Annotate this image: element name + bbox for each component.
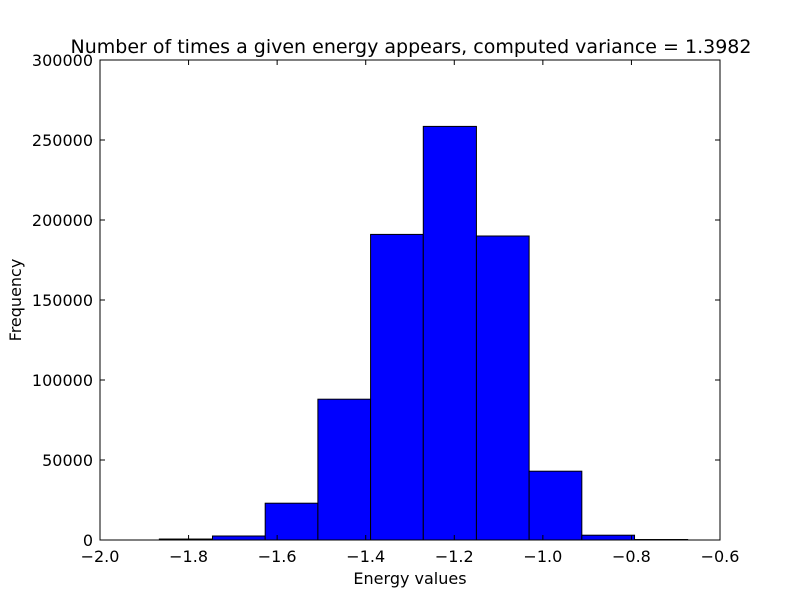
x-tick-label: −1.8 [169,547,208,566]
y-axis-label: Frequency [6,259,25,342]
x-tick-label: −1.6 [258,547,297,566]
y-tick-label: 300000 [32,51,93,70]
histogram-bar-5 [370,233,424,541]
y-tick-label: 0 [83,531,93,550]
x-tick-label: −0.6 [701,547,740,566]
histogram-bar-4 [317,398,372,541]
bars-group [158,125,689,541]
x-tick-label: −2.0 [81,547,120,566]
x-tick-label: −0.8 [612,547,651,566]
y-tick-label: 100000 [32,371,93,390]
histogram-bar-3 [264,502,319,541]
y-tick-label: 150000 [32,291,93,310]
histogram-bar-6 [422,125,477,541]
y-axis: 0 50000 100000 150000 200000 250000 300000 [32,51,720,550]
x-tick-label: −1.0 [523,547,562,566]
x-axis: −2.0 −1.8 −1.6 −1.4 −1.2 −1.0 −0.8 −0.6 [81,60,740,566]
histogram-bar-2 [211,535,266,541]
x-tick-label: −1.2 [435,547,474,566]
x-axis-label: Energy values [353,569,466,588]
x-tick-label: −1.4 [346,547,385,566]
histogram-bar-7 [475,235,530,541]
histogram-bar-9 [581,534,636,541]
y-tick-label: 200000 [32,211,93,230]
y-tick-label: 50000 [42,451,93,470]
y-tick-label: 250000 [32,131,93,150]
chart-title: Number of times a given energy appears, … [71,36,752,58]
histogram-bar-8 [528,470,583,541]
